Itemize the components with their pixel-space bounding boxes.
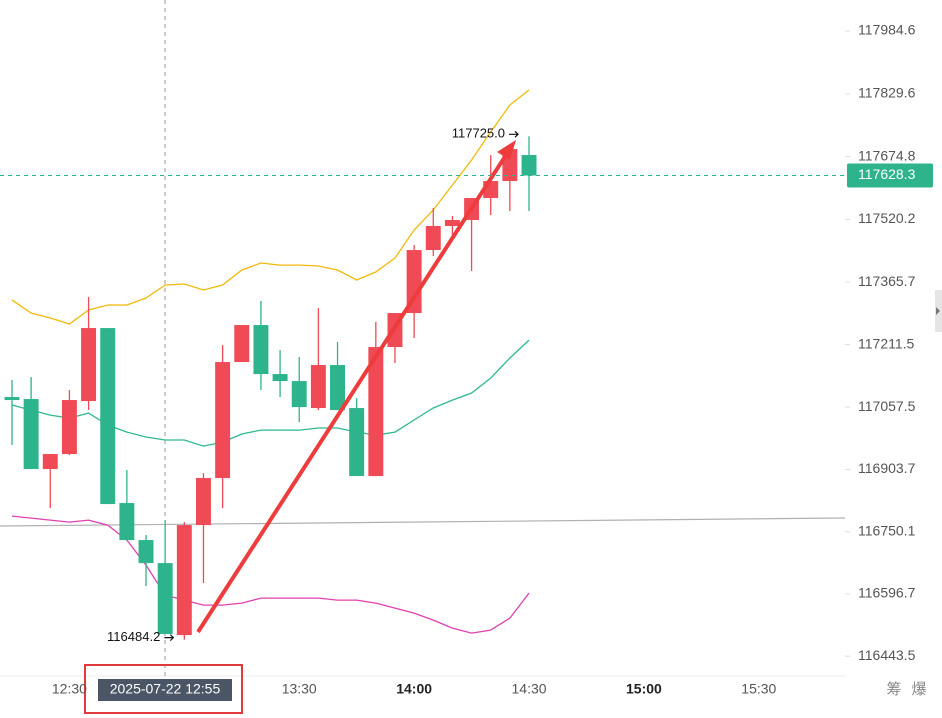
candle-body	[61, 400, 77, 455]
candle-body	[196, 478, 211, 526]
last-price-bg	[847, 163, 933, 188]
candle-body	[521, 155, 537, 176]
arrow-head	[497, 140, 516, 160]
candle-body	[349, 408, 365, 477]
candle-body	[291, 381, 307, 408]
extreme-arrow	[164, 634, 175, 642]
x-tick-label: 14:30	[512, 681, 547, 697]
candle-body	[215, 362, 231, 479]
candle-body	[4, 397, 20, 401]
extreme-arrow	[509, 130, 519, 138]
candle-body	[368, 347, 384, 477]
y-tick-label: 117984.6	[858, 22, 916, 38]
candle-body	[234, 325, 250, 363]
candle-body	[330, 365, 345, 411]
y-tick-label: 117365.7	[858, 273, 916, 289]
overlay-line	[11, 515, 530, 634]
y-tick-label: 116443.5	[858, 647, 916, 663]
x-tick-label: 13:30	[282, 681, 317, 697]
side-tab-icon	[936, 307, 940, 315]
candle-body	[176, 525, 192, 636]
plot-area	[4, 89, 537, 640]
y-tick-label: 116903.7	[858, 460, 916, 476]
x-tick-label: 15:00	[626, 681, 662, 697]
candle-body	[100, 328, 116, 505]
overlay-line	[11, 89, 530, 325]
y-tick-label: 117520.2	[858, 210, 916, 226]
trend-line	[0, 517, 846, 527]
candle-body	[310, 365, 326, 409]
y-tick-label: 117057.5	[858, 398, 916, 414]
candle-body	[119, 503, 135, 541]
candle-body	[272, 374, 288, 382]
y-tick-label: 116596.7	[858, 585, 916, 601]
toolbar-icon[interactable]: 筹	[886, 681, 901, 698]
candle-body	[406, 250, 422, 314]
candle-body	[157, 563, 173, 635]
y-tick-label: 117674.8	[858, 147, 916, 163]
x-tick-label: 12:30	[52, 681, 87, 697]
candle-body	[444, 220, 460, 227]
x-tick-label: 14:00	[396, 681, 432, 697]
crosshair-time-label: 2025-07-22 12:55	[110, 681, 221, 697]
extreme-label: 116484.2	[107, 629, 160, 644]
candle-body	[42, 454, 58, 470]
y-tick-label: 117211.5	[858, 335, 915, 351]
extreme-label: 117725.0	[452, 126, 505, 141]
crosshair-label-bg	[98, 679, 232, 701]
candle-body	[425, 226, 441, 251]
candle-body	[253, 325, 269, 375]
y-tick-label: 117829.6	[858, 85, 916, 101]
x-tick-label: 15:30	[741, 681, 776, 697]
candle-body	[23, 399, 39, 470]
annotation-arrow	[196, 150, 510, 634]
overlay-line	[11, 339, 530, 447]
y-tick-label: 116750.1	[858, 522, 916, 538]
candle-body	[81, 328, 97, 402]
toolbar-icon[interactable]: 爆	[911, 681, 926, 698]
highlight-box	[84, 664, 243, 714]
candle-body	[138, 540, 154, 564]
last-price-label: 117628.3	[858, 166, 916, 182]
